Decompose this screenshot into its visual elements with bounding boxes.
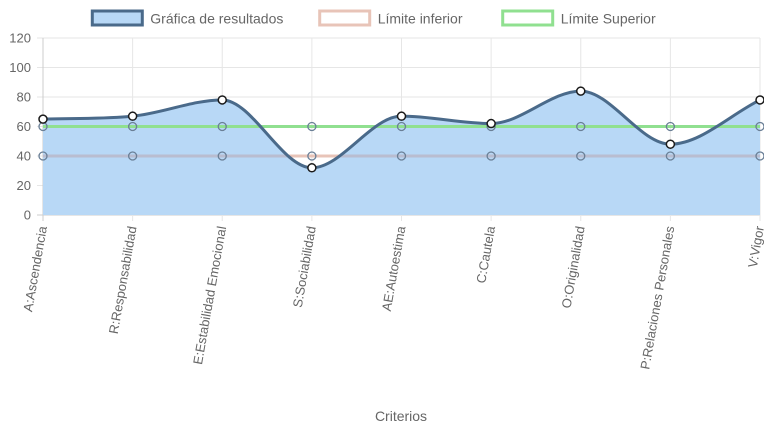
lower-limit-point[interactable] bbox=[127, 151, 138, 161]
legend-item[interactable]: Límite inferior bbox=[318, 9, 463, 27]
x-tick-label: E:Estabilidad Emocional bbox=[190, 225, 229, 366]
legend-item[interactable]: Gráfica de resultados bbox=[90, 9, 283, 27]
legend-swatch bbox=[501, 9, 555, 27]
x-tick-label: O:Originalidad bbox=[559, 225, 588, 309]
legend-label: Límite Superior bbox=[561, 11, 656, 27]
result-point[interactable] bbox=[576, 86, 586, 96]
lower-limit-point[interactable] bbox=[486, 151, 496, 161]
lower-limit-point[interactable] bbox=[38, 151, 48, 161]
x-axis-title: Criterios bbox=[375, 408, 427, 424]
legend-label: Límite inferior bbox=[378, 11, 463, 27]
result-point[interactable] bbox=[486, 118, 496, 129]
x-tick-label: A:Ascendencia bbox=[20, 224, 50, 313]
lower-limit-point[interactable] bbox=[665, 151, 676, 161]
x-tick-label: S:Sociabilidad bbox=[290, 225, 319, 309]
lower-limit-point[interactable] bbox=[576, 151, 586, 161]
y-tick-label: 120 bbox=[9, 31, 31, 46]
x-axis-ticks: A:Ascendencia R:Responsabilidad E:Estabili… bbox=[20, 224, 764, 370]
upper-limit-point[interactable] bbox=[665, 121, 676, 132]
result-point[interactable] bbox=[755, 95, 764, 105]
chart-legend[interactable]: Gráfica de resultados Límite inferior Lími… bbox=[90, 9, 656, 27]
series-points bbox=[38, 86, 764, 173]
lower-limit-point[interactable] bbox=[755, 151, 764, 161]
result-point[interactable] bbox=[217, 95, 227, 105]
x-tick-label: V:Vigor bbox=[745, 224, 764, 269]
legend-item[interactable]: Límite Superior bbox=[501, 9, 656, 27]
lower-limit-point[interactable] bbox=[396, 151, 407, 161]
legend-swatch bbox=[90, 9, 144, 27]
upper-limit-point[interactable] bbox=[217, 121, 227, 132]
y-tick-label: 0 bbox=[24, 208, 31, 223]
y-tick-label: 100 bbox=[9, 60, 31, 75]
y-tick-label: 80 bbox=[17, 90, 31, 105]
y-tick-label: 40 bbox=[17, 149, 31, 164]
x-tick-label: R:Responsabilidad bbox=[106, 225, 140, 335]
x-tick-label: P:Relaciones Personales bbox=[637, 224, 677, 370]
upper-limit-point[interactable] bbox=[396, 121, 407, 132]
upper-limit-point[interactable] bbox=[576, 121, 586, 132]
y-tick-label: 20 bbox=[17, 178, 31, 193]
result-point[interactable] bbox=[38, 114, 48, 124]
result-point[interactable] bbox=[396, 111, 407, 121]
x-tick-label: C:Cautela bbox=[473, 224, 498, 284]
x-tick-label: AE:Autoestima bbox=[379, 224, 409, 312]
lower-limit-point[interactable] bbox=[217, 151, 227, 161]
y-axis-ticks: 0 20 40 60 80 100 120 bbox=[9, 31, 31, 223]
result-point[interactable] bbox=[665, 139, 676, 149]
result-point[interactable] bbox=[127, 111, 138, 121]
y-tick-label: 60 bbox=[17, 119, 31, 134]
legend-label: Gráfica de resultados bbox=[150, 11, 283, 27]
upper-limit-point[interactable] bbox=[755, 121, 764, 132]
legend-swatch bbox=[318, 9, 372, 27]
upper-limit-point[interactable] bbox=[127, 121, 138, 132]
lower-limit-point[interactable] bbox=[307, 151, 317, 161]
upper-limit-point[interactable] bbox=[307, 121, 317, 132]
result-point[interactable] bbox=[307, 163, 317, 173]
